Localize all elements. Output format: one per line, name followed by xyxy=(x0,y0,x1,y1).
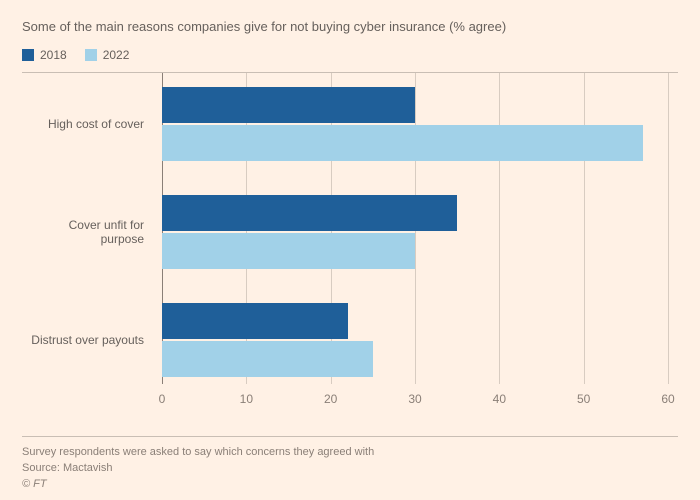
bar-2018-2 xyxy=(162,303,348,339)
legend: 2018 2022 xyxy=(22,48,678,62)
plot-area: 0102030405060 High cost of coverCover un… xyxy=(22,72,678,412)
legend-label-2018: 2018 xyxy=(40,48,67,62)
legend-item-2022: 2022 xyxy=(85,48,130,62)
gridline xyxy=(668,73,669,384)
bar-2022-2 xyxy=(162,341,373,377)
bar-2018-1 xyxy=(162,195,457,231)
gridline xyxy=(584,73,585,384)
x-tick-label: 60 xyxy=(661,392,674,406)
bar-2022-0 xyxy=(162,125,643,161)
footnote: Survey respondents were asked to say whi… xyxy=(22,445,678,460)
x-tick-label: 0 xyxy=(159,392,166,406)
category-label: High cost of cover xyxy=(22,117,152,131)
legend-swatch-2022 xyxy=(85,49,97,61)
chart-container: Some of the main reasons companies give … xyxy=(0,0,700,500)
footer: Survey respondents were asked to say whi… xyxy=(22,436,678,490)
plot-inner: 0102030405060 xyxy=(162,73,668,384)
x-tick-label: 20 xyxy=(324,392,337,406)
x-tick-label: 30 xyxy=(408,392,421,406)
bar-2018-0 xyxy=(162,87,415,123)
legend-item-2018: 2018 xyxy=(22,48,67,62)
bar-2022-1 xyxy=(162,233,415,269)
x-tick-label: 40 xyxy=(493,392,506,406)
gridline xyxy=(499,73,500,384)
x-tick-label: 10 xyxy=(240,392,253,406)
source-line: Source: Mactavish xyxy=(22,461,678,476)
legend-swatch-2018 xyxy=(22,49,34,61)
credit: © FT xyxy=(22,478,678,490)
chart-title: Some of the main reasons companies give … xyxy=(22,18,678,36)
legend-label-2022: 2022 xyxy=(103,48,130,62)
category-label: Distrust over payouts xyxy=(22,333,152,347)
category-label: Cover unfit for purpose xyxy=(22,218,152,246)
x-tick-label: 50 xyxy=(577,392,590,406)
